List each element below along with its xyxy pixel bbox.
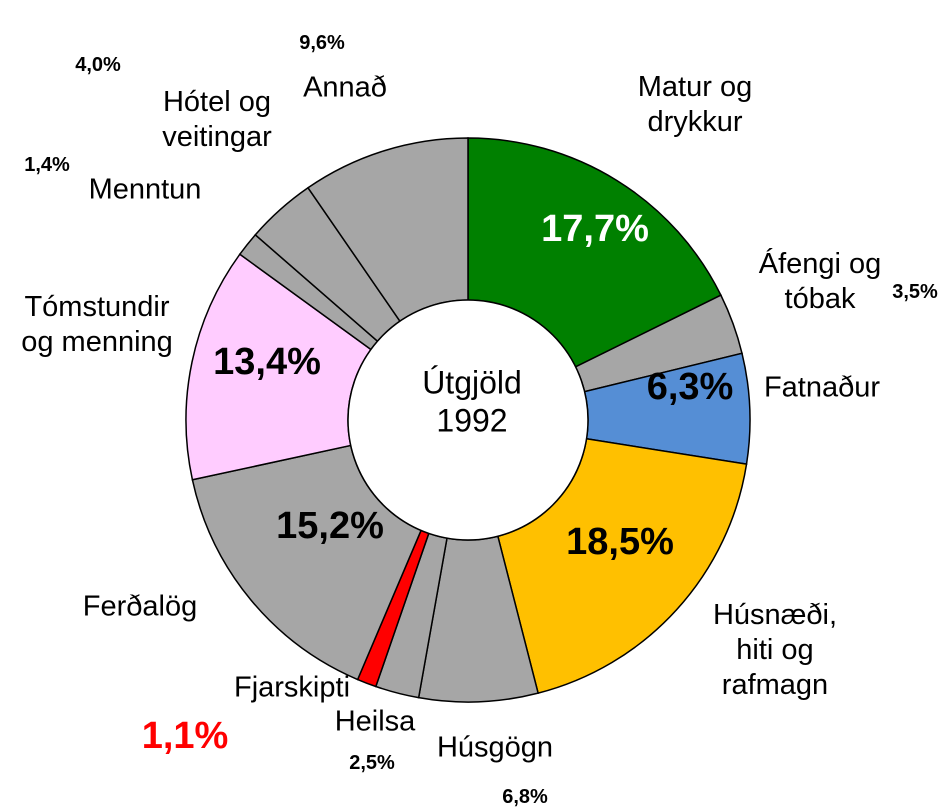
value-label: 6,8%: [502, 786, 548, 808]
value-label: 2,5%: [349, 752, 395, 774]
category-label: Áfengi og tóbak: [758, 248, 882, 315]
value-label: 13,4%: [213, 341, 321, 384]
value-label: 1,1%: [141, 715, 229, 758]
category-label: Heilsa: [334, 705, 416, 738]
value-label: 17,7%: [541, 208, 649, 251]
value-label: 18,5%: [566, 521, 674, 564]
category-label: Menntun: [88, 173, 202, 206]
value-label: 9,6%: [299, 32, 345, 54]
category-label: Húsgögn: [436, 731, 554, 764]
value-label: 1,4%: [24, 154, 70, 176]
category-label: Ferðalög: [82, 590, 198, 623]
center-label: Útgjöld 1992: [422, 364, 522, 439]
value-label: 4,0%: [75, 54, 121, 76]
value-label: 3,5%: [892, 281, 938, 303]
category-label: Fjarskipti: [233, 671, 351, 704]
category-label: Matur og drykkur: [637, 71, 753, 138]
category-label: Hótel og veitingar: [162, 86, 272, 153]
category-label: Fatnaður: [763, 371, 881, 404]
category-label: Annað: [303, 71, 387, 104]
category-label: Húsnæði, hiti og rafmagn: [712, 598, 838, 701]
category-label: Tómstundir og menning: [21, 291, 173, 358]
value-label: 15,2%: [276, 505, 384, 548]
inner-ring: [347, 299, 589, 541]
value-label: 6,3%: [646, 366, 734, 409]
